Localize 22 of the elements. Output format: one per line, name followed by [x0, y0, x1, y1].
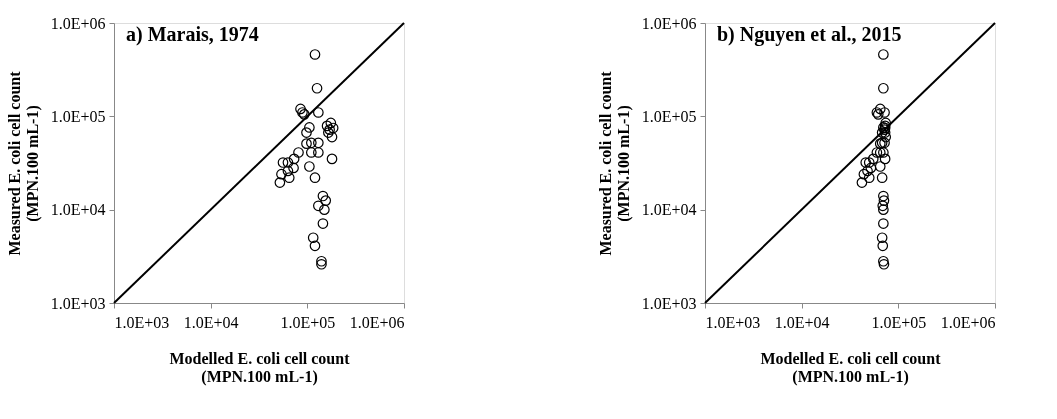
y-axis-title: Measured E. coli cell count (MPN.100 mL-1): [596, 70, 633, 256]
x-tick-label: 1.0E+03: [114, 313, 170, 331]
chart-title: b) Nguyen et al., 2015: [717, 23, 902, 46]
x-axis-title: Modelled E. coli cell count (MPN.100 mL-1): [760, 349, 942, 386]
x-tick-label: 1.0E+03: [705, 313, 761, 331]
x-tick-label: 1.0E+06: [349, 313, 405, 331]
y-tick-label: 1.0E+03: [641, 294, 697, 312]
y-tick-label: 1.0E+04: [641, 201, 697, 219]
y-tick-label: 1.0E+03: [50, 294, 106, 312]
x-tick-label: 1.0E+05: [871, 313, 927, 331]
y-tick-label: 1.0E+05: [641, 107, 697, 125]
x-tick-label: 1.0E+06: [940, 313, 996, 331]
x-axis-title: Modelled E. coli cell count (MPN.100 mL-1): [169, 349, 351, 386]
x-tick-label: 1.0E+04: [183, 313, 239, 331]
chart-title: a) Marais, 1974: [126, 23, 259, 46]
y-tick-label: 1.0E+04: [50, 201, 106, 219]
x-tick-label: 1.0E+04: [774, 313, 830, 331]
y-tick-label: 1.0E+06: [641, 14, 697, 32]
y-tick-label: 1.0E+06: [50, 14, 106, 32]
y-tick-label: 1.0E+05: [50, 107, 106, 125]
y-axis-title: Measured E. coli cell count (MPN.100 mL-1): [5, 70, 42, 256]
x-tick-label: 1.0E+05: [280, 313, 336, 331]
